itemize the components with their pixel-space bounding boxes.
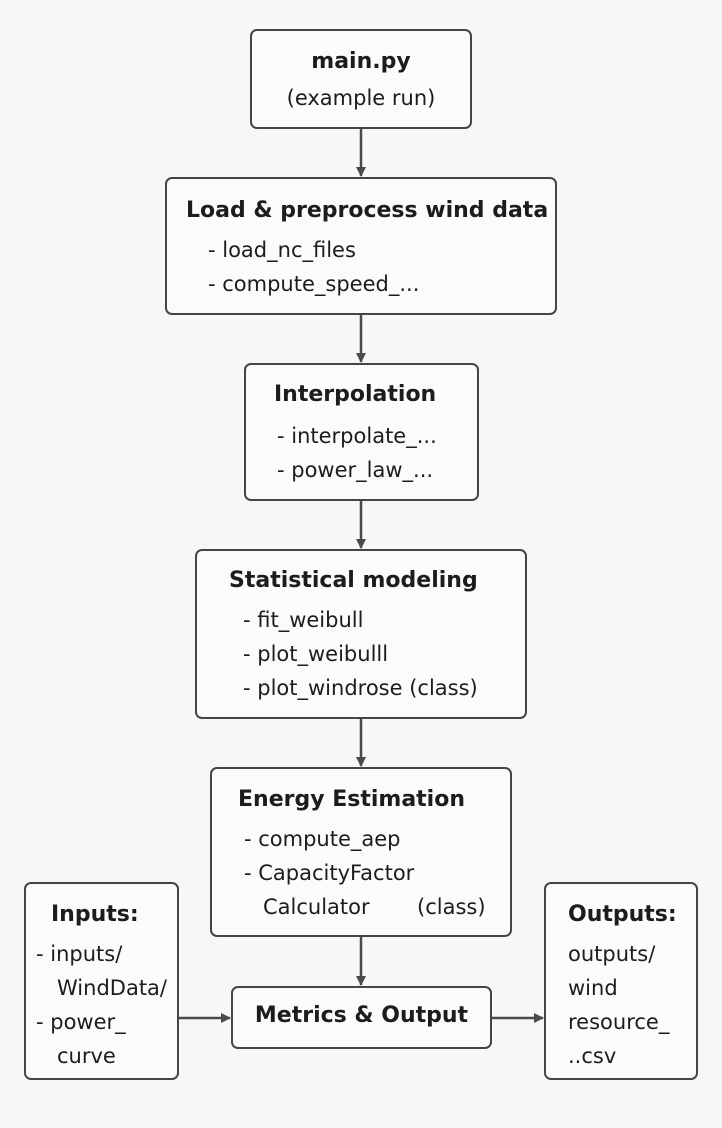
inputs-item: - power_ [36, 1010, 126, 1034]
main-node-subtitle: (example run) [286, 86, 436, 110]
energy-estimation-item: - compute_aep [244, 827, 401, 851]
outputs-node: Outputs: outputs/ wind resource_ ..csv [544, 882, 698, 1080]
statistical-modeling-item: - plot_windrose (class) [243, 676, 478, 700]
energy-estimation-node: Energy Estimation - compute_aep - Capaci… [210, 767, 512, 937]
outputs-title: Outputs: [568, 902, 677, 927]
statistical-modeling-title: Statistical modeling [229, 568, 478, 593]
outputs-item: wind [568, 976, 618, 1000]
inputs-item: curve [57, 1044, 116, 1068]
energy-estimation-item: (class) [417, 895, 486, 919]
inputs-title: Inputs: [51, 902, 139, 927]
inputs-item: WindData/ [57, 976, 167, 1000]
outputs-item: resource_ [568, 1010, 670, 1034]
energy-estimation-item: Calculator [263, 895, 370, 919]
load-preprocess-item: - load_nc_files [208, 238, 356, 262]
interpolation-node: Interpolation - interpolate_... - power_… [244, 363, 479, 501]
metrics-output-title: Metrics & Output [254, 1003, 469, 1028]
interpolation-title: Interpolation [274, 382, 437, 407]
inputs-item: - inputs/ [36, 942, 123, 966]
statistical-modeling-node: Statistical modeling - fit_weibull - plo… [195, 549, 527, 719]
metrics-output-node: Metrics & Output [231, 986, 492, 1049]
load-preprocess-title: Load & preprocess wind data [186, 198, 549, 223]
statistical-modeling-item: - plot_weibulll [243, 642, 389, 666]
outputs-item: outputs/ [568, 942, 656, 966]
interpolation-item: - interpolate_... [277, 424, 437, 448]
main-node-title: main.py [311, 49, 411, 74]
main-node: main.py (example run) [250, 29, 472, 129]
load-preprocess-item: - compute_speed_... [208, 272, 420, 296]
energy-estimation-item: - CapacityFactor [244, 861, 415, 885]
load-preprocess-node: Load & preprocess wind data - load_nc_fi… [165, 177, 557, 315]
outputs-item: ..csv [568, 1044, 617, 1068]
inputs-node: Inputs: - inputs/ WindData/ - power_ cur… [24, 882, 179, 1080]
energy-estimation-title: Energy Estimation [238, 787, 465, 812]
interpolation-item: - power_law_... [277, 458, 434, 482]
statistical-modeling-item: - fit_weibull [243, 608, 364, 632]
